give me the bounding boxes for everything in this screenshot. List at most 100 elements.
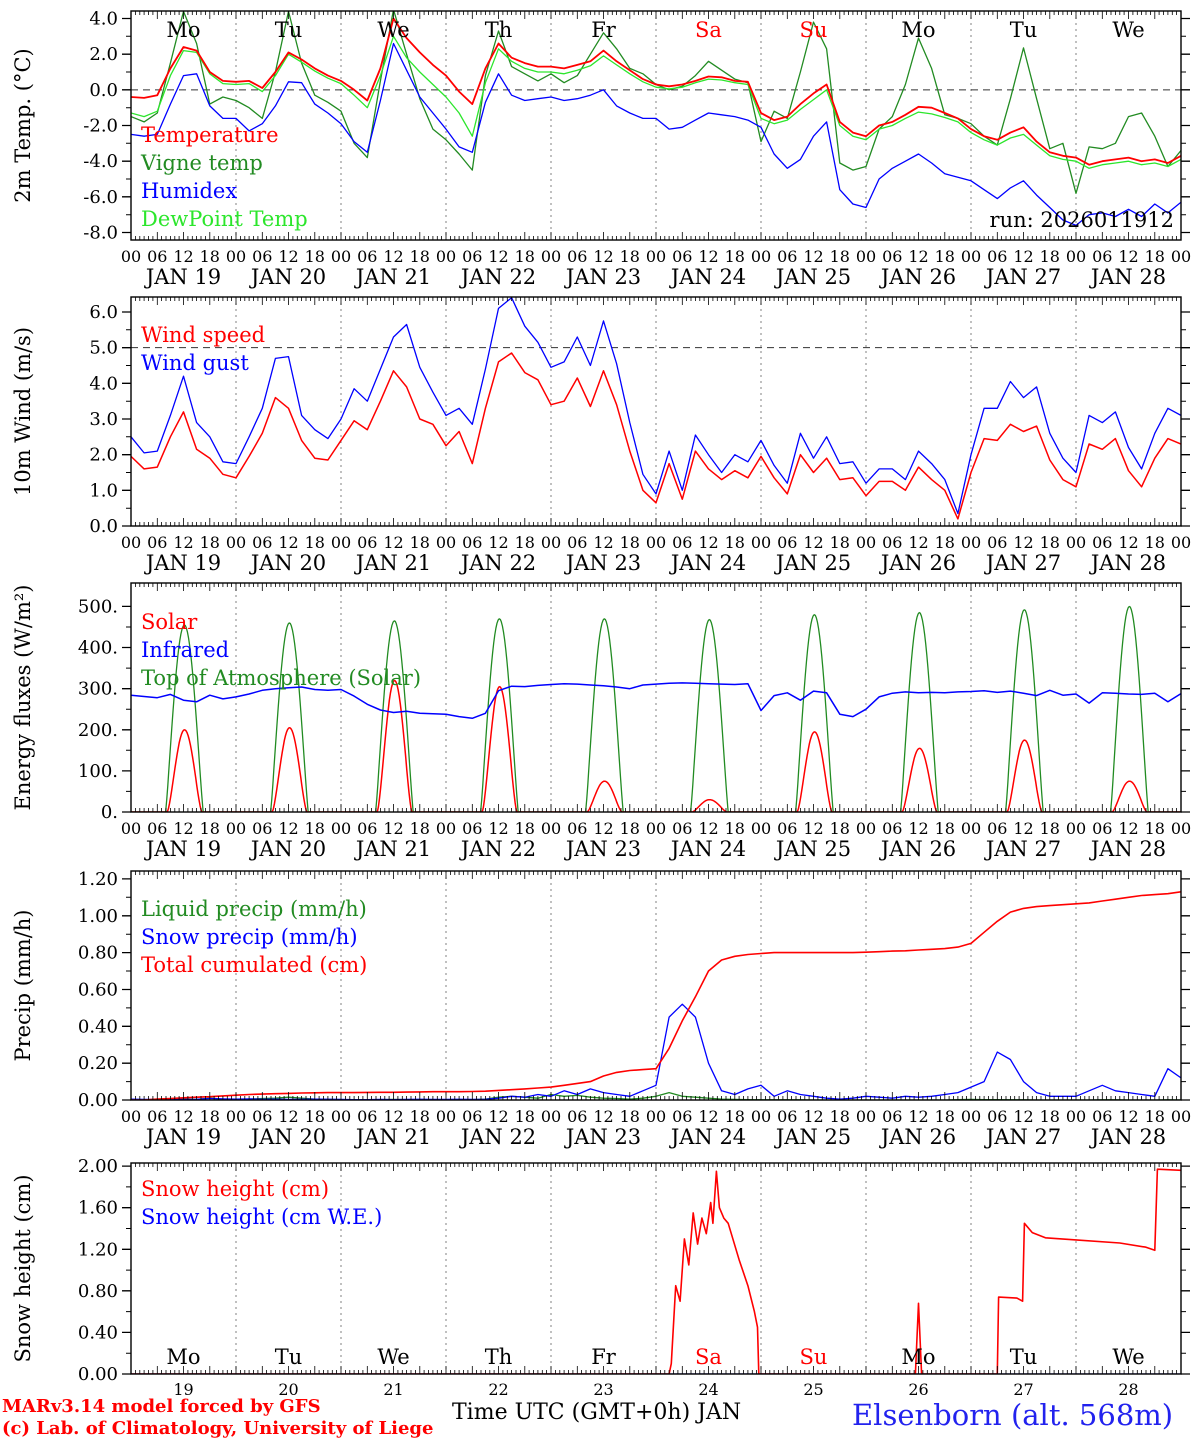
day-name-label: We [377, 1345, 409, 1369]
hour-label: 06 [147, 533, 167, 552]
date-label: JAN 20 [249, 837, 326, 861]
hour-label: 00 [856, 247, 876, 266]
hour-label: 00 [541, 533, 561, 552]
hour-label: 06 [252, 533, 272, 552]
hour-label: 06 [252, 247, 272, 266]
date-label: JAN 24 [669, 551, 746, 575]
series-wind-speed [131, 352, 1181, 520]
hour-label: 06 [462, 1107, 482, 1126]
date-label: 19 [173, 1380, 193, 1399]
hour-label: 06 [777, 533, 797, 552]
date-label: JAN 20 [249, 551, 326, 575]
hour-ticks [130, 871, 1182, 1100]
date-label: JAN 26 [879, 837, 956, 861]
day-name-label: Su [800, 1345, 828, 1369]
y-axis-title: Energy fluxes (W/m²) [11, 585, 35, 811]
panel-wind10m: 6.0 5.0 4.0 3.0 2.0 1.0 0.0 10m Wind (m/s) 00 06 1… [11, 296, 1191, 575]
hour-label: 00 [1066, 247, 1086, 266]
hour-label: 18 [1040, 1107, 1060, 1126]
hour-label: 12 [803, 819, 823, 838]
hour-label: 12 [488, 533, 508, 552]
day-name-label: We [1112, 1345, 1144, 1369]
date-label: JAN 23 [564, 1125, 641, 1149]
panel-energy: 500. 400. 300. 200. 100. 0. Energy fluxes (W/m… [11, 582, 1191, 861]
hour-label: 06 [357, 247, 377, 266]
date-label: 22 [488, 1380, 508, 1399]
hour-label: 12 [908, 533, 928, 552]
hour-label: 06 [672, 247, 692, 266]
y-tick-label: 6.0 [89, 302, 118, 323]
hour-label: 12 [1013, 1107, 1033, 1126]
hour-label: 18 [410, 1107, 430, 1126]
date-label: JAN 25 [774, 837, 851, 861]
hour-label: 18 [410, 533, 430, 552]
hour-label: 06 [1092, 533, 1112, 552]
date-label: JAN 22 [459, 1125, 536, 1149]
y-tick-label: 0. [101, 802, 118, 823]
hour-label: 00 [646, 1107, 666, 1126]
hour-label: 12 [488, 1107, 508, 1126]
date-label: JAN 27 [984, 551, 1061, 575]
y-tick-label: 0.80 [78, 943, 118, 964]
hour-label: 06 [882, 247, 902, 266]
legend-snow-precip-mm-h: Snow precip (mm/h) [141, 925, 358, 949]
y-tick-label: -8.0 [83, 223, 118, 244]
hour-label: 18 [830, 1107, 850, 1126]
y-tick-label: 0.00 [78, 1090, 118, 1111]
hour-label: 06 [1092, 819, 1112, 838]
y-tick-label: 500. [78, 596, 118, 617]
hour-label: 18 [1145, 247, 1165, 266]
series-solar [131, 679, 1181, 812]
hour-label: 06 [987, 819, 1007, 838]
hour-label: 06 [147, 1107, 167, 1126]
y-axis-title: Precip (mm/h) [11, 909, 35, 1061]
legend-vigne-temp: Vigne temp [140, 151, 263, 175]
date-label: JAN 21 [354, 1125, 431, 1149]
day-name-label: Th [485, 18, 513, 42]
station-label: Elsenborn (alt. 568m) [852, 1398, 1174, 1432]
hour-label: 06 [567, 533, 587, 552]
legend-infrared: Infrared [141, 638, 229, 662]
hour-label: 06 [147, 819, 167, 838]
hour-label: 12 [1118, 247, 1138, 266]
hour-label: 18 [410, 247, 430, 266]
y-tick-label: 0.20 [78, 1053, 118, 1074]
date-label: JAN 24 [669, 837, 746, 861]
hour-label: 18 [515, 533, 535, 552]
hour-label: 18 [1145, 533, 1165, 552]
hour-label: 12 [278, 1107, 298, 1126]
day-name-label: Mo [901, 18, 935, 42]
hour-label: 18 [1040, 533, 1060, 552]
date-label: 21 [383, 1380, 403, 1399]
hour-label: 18 [620, 1107, 640, 1126]
legend-wind-speed: Wind speed [141, 323, 265, 347]
hour-label: 12 [1013, 819, 1033, 838]
hour-label: 06 [672, 819, 692, 838]
date-label: 23 [593, 1380, 613, 1399]
date-label: 24 [698, 1380, 718, 1399]
hour-label: 18 [935, 247, 955, 266]
hour-label: 12 [698, 533, 718, 552]
y-tick-label: 0.40 [78, 1322, 118, 1343]
date-label: JAN 19 [144, 1125, 221, 1149]
hour-label: 18 [1145, 1107, 1165, 1126]
day-name-label: Tu [275, 18, 303, 42]
hour-label: 06 [882, 533, 902, 552]
panel-snow: 2.00 1.60 1.20 0.80 0.40 0.00 Snow height (cm)… [11, 1156, 1190, 1399]
y-tick-label: 0.0 [89, 80, 118, 101]
hour-label: 06 [462, 533, 482, 552]
day-name-label: Th [485, 1345, 513, 1369]
y-tick-label: 1.20 [78, 1239, 118, 1260]
y-tick-label: 200. [78, 720, 118, 741]
date-label: 27 [1013, 1380, 1033, 1399]
hour-label: 00 [331, 1107, 351, 1126]
hour-label: 18 [200, 1107, 220, 1126]
hour-label: 06 [672, 1107, 692, 1126]
hour-label: 00 [1066, 1107, 1086, 1126]
hour-label: 18 [200, 819, 220, 838]
hour-label: 12 [698, 819, 718, 838]
hour-label: 06 [147, 247, 167, 266]
hour-label: 12 [803, 533, 823, 552]
date-label: JAN 24 [669, 1125, 746, 1149]
y-tick-label: 0.0 [89, 516, 118, 537]
